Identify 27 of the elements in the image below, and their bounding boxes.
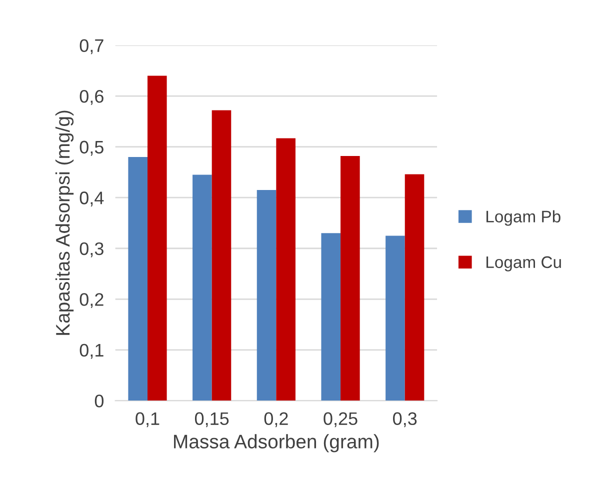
x-tick-label: 0,3 <box>393 412 417 428</box>
x-axis-title: Massa Adsorben (gram) <box>174 434 379 452</box>
y-axis-title: Kapasitas Adsorpsi (mg/g) <box>55 110 74 335</box>
x-tick-label: 0,1 <box>136 412 160 428</box>
y-tick-label: 0,5 <box>80 140 104 156</box>
legend-label: Logam Pb <box>486 210 560 226</box>
legend-label: Logam Cu <box>486 256 561 272</box>
y-tick-label: 0,7 <box>80 39 104 54</box>
y-tick-label: 0,6 <box>80 90 104 105</box>
bar <box>212 110 232 401</box>
y-tick-label: 0 <box>94 394 104 408</box>
y-tick-label: 0,3 <box>80 242 104 258</box>
x-tick-label: 0,25 <box>324 412 358 428</box>
bar <box>321 233 341 401</box>
bar <box>276 138 296 401</box>
bar <box>256 190 276 401</box>
x-tick-label: 0,2 <box>264 412 288 428</box>
x-tick-label: 0,15 <box>194 412 229 428</box>
bar <box>340 156 360 401</box>
y-tick-label: 0,4 <box>80 192 104 206</box>
bar <box>128 157 148 401</box>
bar <box>386 236 405 401</box>
bar <box>404 174 424 401</box>
bar <box>148 76 167 401</box>
y-tick-label: 0,1 <box>80 344 104 359</box>
bar <box>192 174 212 401</box>
y-tick-label: 0,2 <box>80 293 104 308</box>
